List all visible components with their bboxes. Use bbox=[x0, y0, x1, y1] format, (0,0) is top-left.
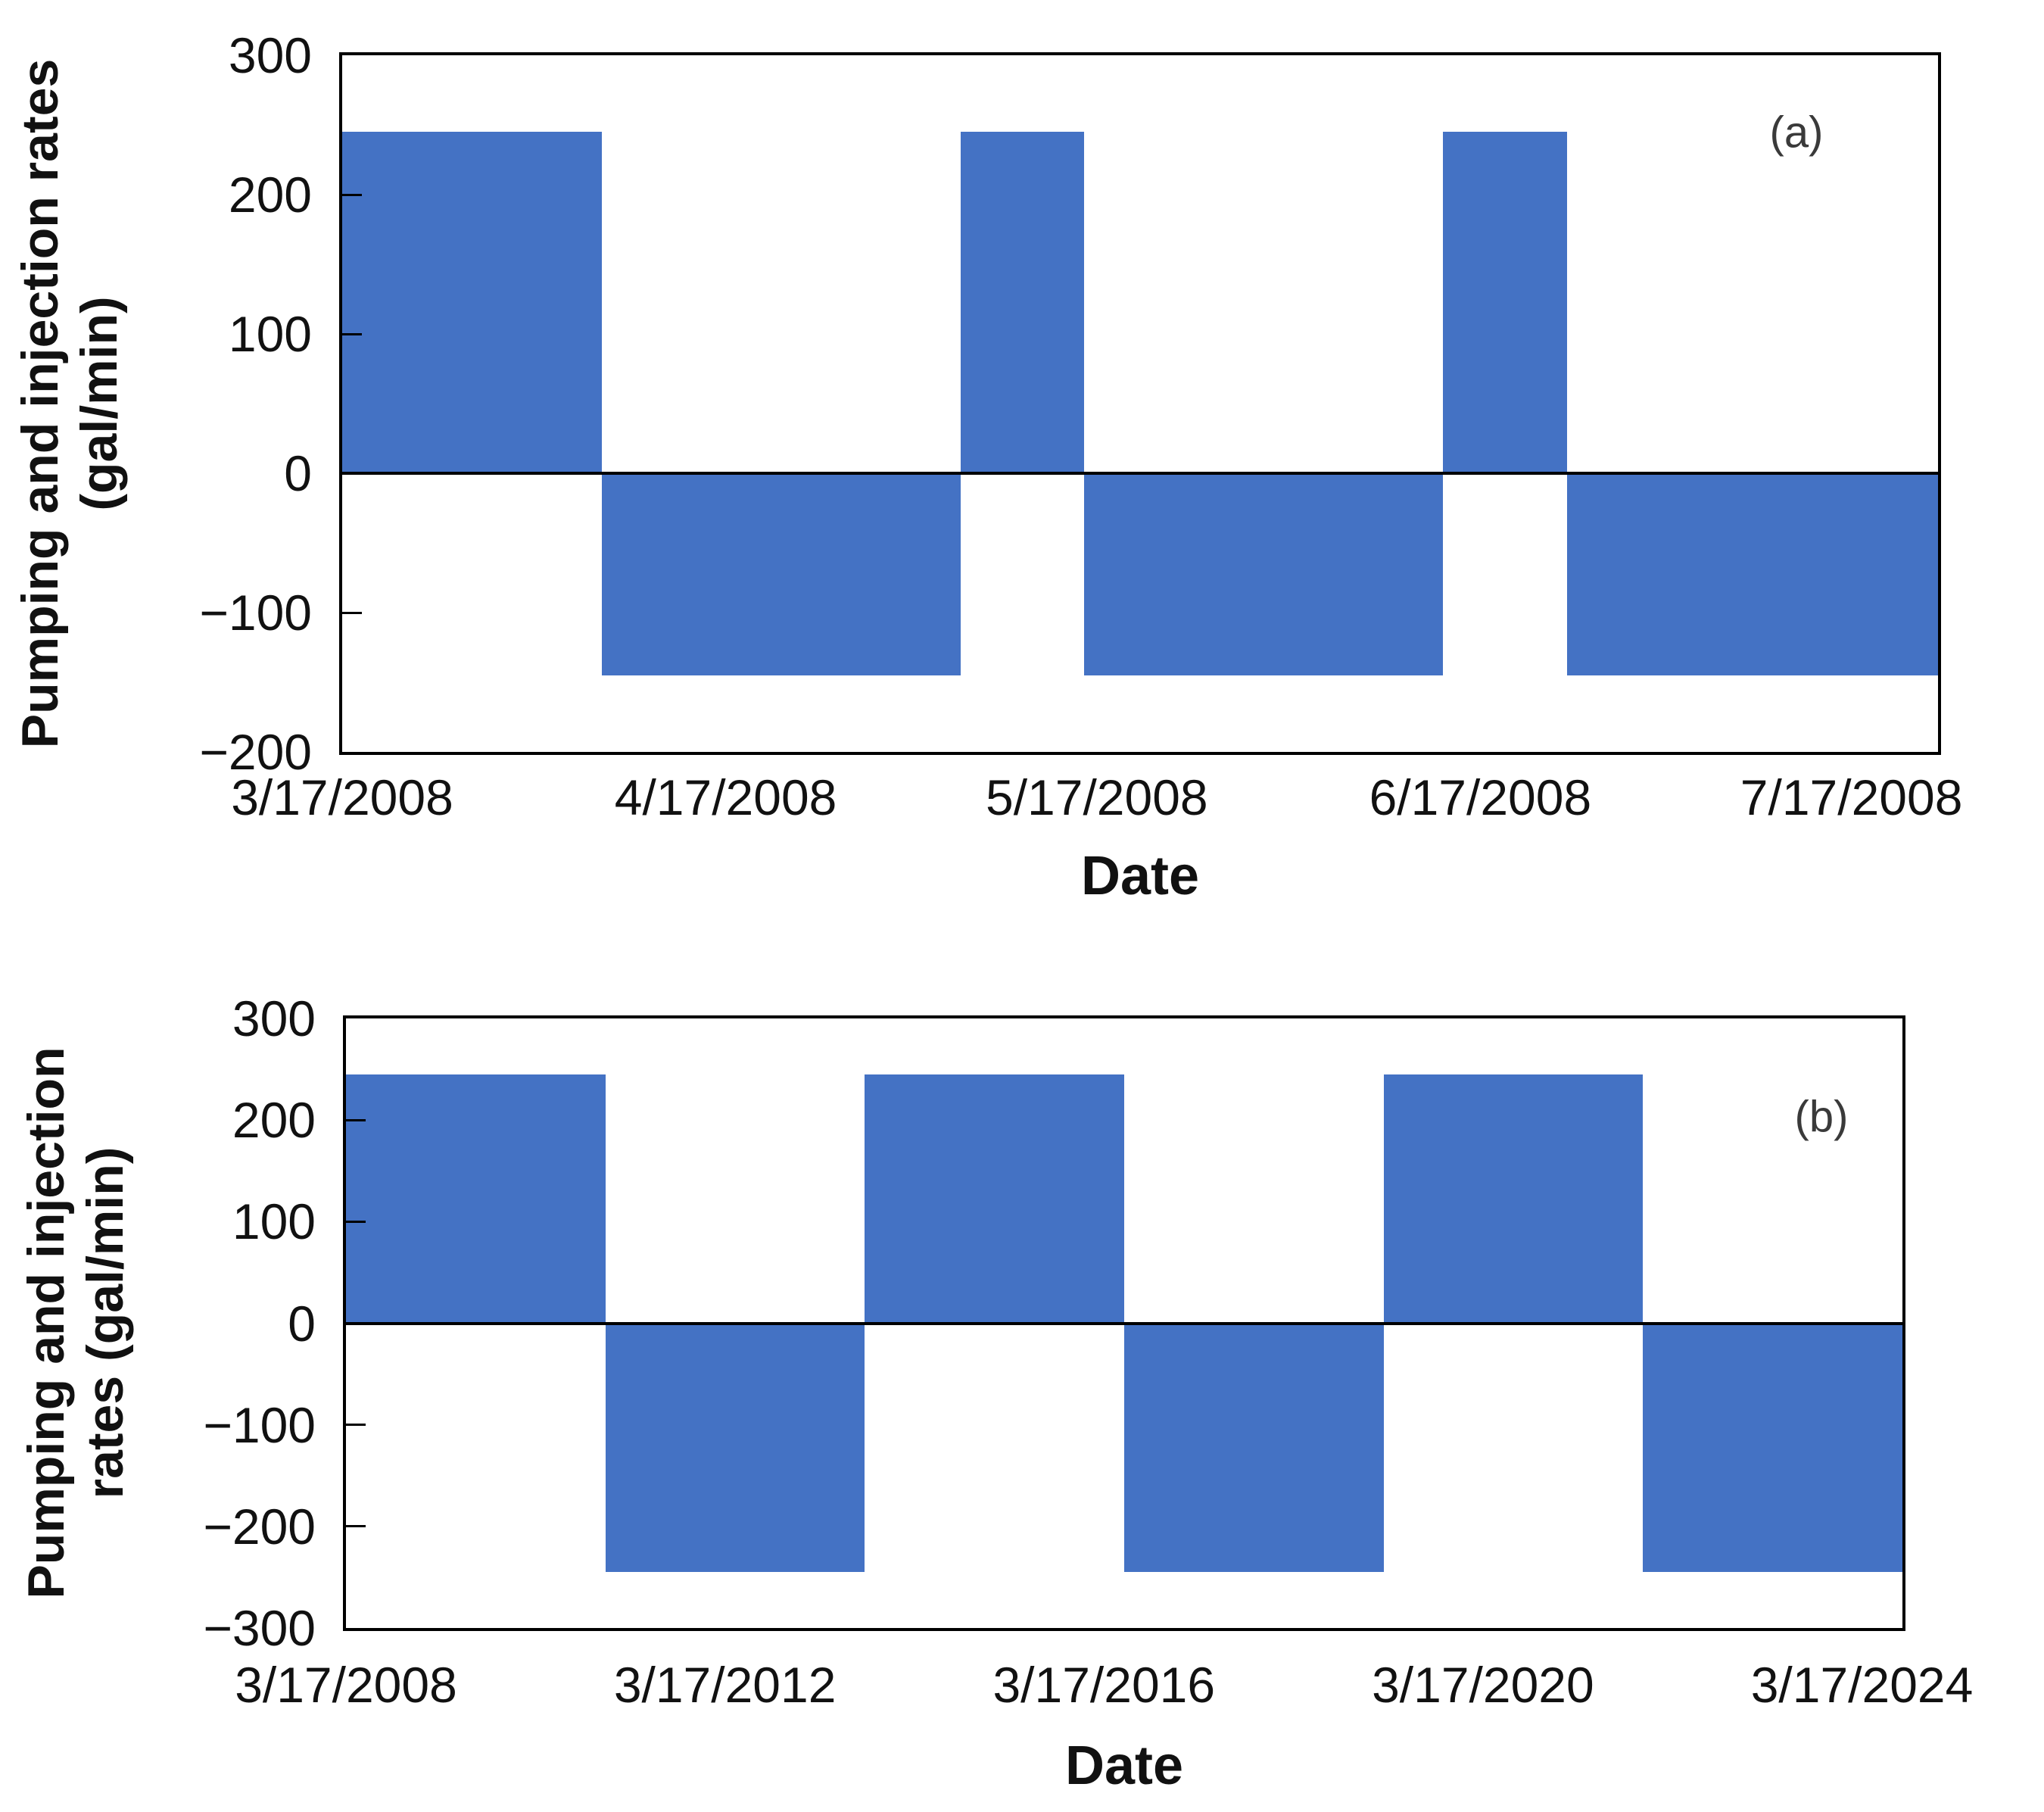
y-tick-mark-b bbox=[346, 1220, 366, 1223]
y-axis-title-a: Pumping and injection rates (gal/min) bbox=[11, 59, 129, 749]
x-tick-label-b: 3/17/2012 bbox=[613, 1657, 837, 1713]
y-tick-mark-a bbox=[342, 611, 362, 614]
plot-area-b bbox=[343, 1015, 1905, 1631]
y-axis-title-a-line2: (gal/min) bbox=[70, 296, 128, 511]
y-tick-label-a: −100 bbox=[199, 585, 312, 641]
y-tick-label-b: −100 bbox=[203, 1396, 316, 1453]
y-axis-title-b-line1: Pumping and injection bbox=[17, 1046, 75, 1599]
x-tick-label-a: 6/17/2008 bbox=[1369, 769, 1592, 825]
y-tick-label-b: 300 bbox=[232, 990, 316, 1046]
y-tick-label-a: 300 bbox=[228, 27, 312, 83]
bar-segment-a bbox=[1084, 473, 1444, 675]
y-tick-mark-a bbox=[342, 332, 362, 335]
bar-segment-b bbox=[1383, 1074, 1644, 1324]
panel-label-a: (a) bbox=[1769, 108, 1824, 157]
panel-label-b: (b) bbox=[1794, 1092, 1849, 1142]
bar-segment-a bbox=[1566, 473, 1938, 675]
y-tick-label-b: 100 bbox=[232, 1193, 316, 1250]
x-tick-label-b: 3/17/2020 bbox=[1372, 1657, 1594, 1713]
y-tick-mark-b bbox=[346, 1118, 366, 1121]
bar-segment-a bbox=[1443, 132, 1567, 473]
bar-segment-a bbox=[602, 473, 961, 675]
zero-axis-line-b bbox=[346, 1321, 1902, 1325]
zero-axis-line-a bbox=[342, 472, 1938, 475]
y-axis-title-a-line1: Pumping and injection rates bbox=[11, 58, 69, 749]
x-tick-label-b: 3/17/2008 bbox=[235, 1657, 457, 1713]
bar-segment-b bbox=[605, 1323, 865, 1573]
bar-segment-a bbox=[342, 132, 603, 473]
bar-segment-b bbox=[346, 1074, 606, 1324]
x-tick-label-a: 5/17/2008 bbox=[985, 769, 1208, 825]
y-tick-label-a: 0 bbox=[284, 445, 312, 501]
bar-segment-b bbox=[1643, 1323, 1902, 1573]
x-tick-label-a: 3/17/2008 bbox=[231, 769, 453, 825]
y-tick-label-b: 0 bbox=[288, 1295, 316, 1352]
y-tick-mark-b bbox=[346, 1525, 366, 1528]
y-tick-label-b: −300 bbox=[203, 1600, 316, 1656]
x-tick-label-b: 3/17/2024 bbox=[1750, 1657, 1974, 1713]
plot-area-a bbox=[339, 52, 1941, 755]
y-tick-label-a: −200 bbox=[199, 724, 312, 780]
y-tick-label-a: 200 bbox=[228, 167, 312, 223]
y-tick-label-b: −200 bbox=[203, 1498, 316, 1555]
y-tick-mark-a bbox=[342, 193, 362, 196]
x-tick-label-a: 4/17/2008 bbox=[614, 769, 837, 825]
y-tick-label-b: 200 bbox=[232, 1092, 316, 1149]
bar-segment-b bbox=[1124, 1323, 1384, 1573]
x-tick-label-b: 3/17/2016 bbox=[992, 1657, 1216, 1713]
bar-segment-b bbox=[865, 1074, 1124, 1324]
bar-segment-a bbox=[961, 132, 1085, 473]
x-axis-title-b: Date bbox=[1064, 1736, 1184, 1796]
y-tick-mark-b bbox=[346, 1424, 366, 1427]
x-axis-title-a: Date bbox=[1080, 846, 1200, 906]
x-tick-label-a: 7/17/2008 bbox=[1740, 769, 1963, 825]
y-tick-label-a: 100 bbox=[228, 306, 312, 362]
